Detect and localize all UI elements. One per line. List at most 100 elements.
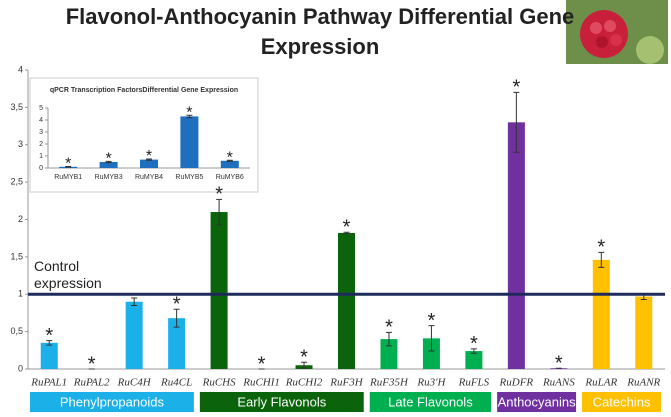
bar [422,338,440,369]
significance-mark: * [105,151,111,168]
group-box [497,392,577,412]
bar [465,351,483,369]
bar [168,318,186,369]
significance-mark: * [385,317,393,339]
error-bar [598,251,605,268]
x-tick-label: RuMYB6 [216,174,244,181]
bar [140,159,158,168]
y-tick-label: 5 [39,105,43,112]
control-label: Control expression [34,258,102,291]
x-tick-label: RuPAL1 [30,377,67,389]
significance-mark: * [300,347,308,369]
error-bar [186,114,193,119]
error-bar [428,325,435,352]
bar [507,122,525,369]
x-tick-label: RuCHI1 [242,377,280,389]
x-tick-label: RuMYB3 [95,174,123,181]
x-tick-label: RuF3H [329,377,363,389]
bar [380,339,398,369]
x-tick-label: RuANR [626,377,660,389]
significance-mark: * [186,104,192,121]
y-tick-label: 3,5 [10,102,23,112]
significance-mark: * [65,156,71,173]
group-box [30,392,194,412]
bar [338,232,355,369]
bar [125,301,143,369]
x-tick-label: RuPAL2 [73,377,110,389]
y-tick-label: 0,5 [10,326,23,336]
inset-title: qPCR Transcription FactorsDifferential G… [50,87,238,94]
error-bar [226,159,233,162]
significance-mark: * [343,216,351,238]
group-box [369,392,492,412]
significance-mark: * [555,353,563,375]
y-tick-label: 4 [39,117,43,124]
significance-mark: * [146,148,152,165]
significance-mark: * [215,184,223,206]
photo [566,0,668,64]
group-label: Anthocyanins [498,394,577,409]
y-tick-label: 4 [18,64,23,74]
group-label: Early Flavonols [237,394,326,409]
x-tick-label: RuMYB1 [54,174,82,181]
error-bar [131,297,138,306]
inset-frame [29,77,259,193]
error-bar [173,308,180,328]
y-tick-label: 2 [39,141,43,148]
x-tick-label: RuLAR [584,377,617,389]
bar [210,212,228,369]
x-tick-label: RuCHS [202,377,237,389]
error-bar [470,348,477,354]
x-tick-label: Ru4CL [160,377,192,389]
x-tick-label: RuCHI2 [285,377,323,389]
error-bar [146,158,152,161]
y-tick-label: 0 [39,165,43,172]
significance-mark: * [258,353,266,375]
error-bar [46,340,53,346]
significance-mark: * [428,310,436,332]
x-tick-label: RuMYB4 [135,174,163,181]
group-label: Phenylpropanoids [60,394,165,409]
significance-mark: * [88,353,96,375]
significance-mark: * [512,77,520,99]
significance-mark: * [227,149,233,166]
x-tick-label: RuDFR [499,377,534,389]
x-tick-label: Ru3'H [416,377,446,389]
error-bar [513,91,520,153]
y-tick-label: 0 [18,363,23,373]
y-tick-label: 1,5 [10,251,23,261]
group-label: Late Flavonols [388,394,473,409]
x-tick-label: RuMYB5 [175,174,203,181]
y-tick-label: 3 [18,139,23,149]
x-tick-label: RuF35H [369,377,409,389]
error-bar [216,198,223,226]
y-tick-label: 2 [18,214,23,224]
y-tick-label: 1 [18,289,23,299]
error-bar [65,165,72,168]
significance-mark: * [597,237,605,259]
significance-mark: * [45,325,53,347]
error-bar [343,231,350,235]
bar [99,162,118,168]
y-tick-label: 1 [39,153,43,160]
error-bar [385,331,392,347]
x-tick-label: RuANS [542,377,575,389]
bar [635,296,653,369]
significance-mark: * [470,333,478,355]
x-tick-label: RuFLS [458,377,490,389]
chart-title: Flavonol-Anthocyanin Pathway Differentia… [65,4,575,59]
significance-mark: * [173,293,181,315]
group-box [199,392,364,412]
y-tick-label: 3 [39,129,43,136]
error-bar [301,361,308,369]
group-box [582,392,661,412]
bar [40,342,58,369]
bar [180,116,199,168]
y-tick-label: 2,5 [10,177,23,187]
group-label: Catechins [593,394,651,409]
error-bar [105,160,112,164]
bar [220,160,239,168]
x-tick-label: RuC4H [117,377,152,389]
